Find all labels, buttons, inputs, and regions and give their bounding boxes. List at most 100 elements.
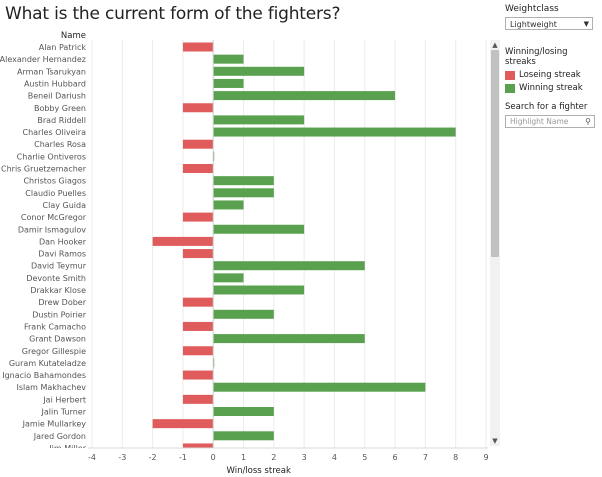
fighter-name-label[interactable]: Bobby Green [34, 104, 86, 113]
x-tick-label: -3 [118, 453, 126, 462]
streak-bar[interactable] [213, 200, 244, 210]
chart-scrollbar[interactable]: ▲ ▼ [490, 40, 500, 446]
x-tick-label: 5 [362, 453, 367, 462]
streak-bar[interactable] [182, 443, 214, 452]
weightclass-dropdown[interactable]: Lightweight ▼ [505, 17, 593, 30]
search-icon[interactable]: ⚲ [585, 117, 591, 126]
fighter-name-label[interactable]: Ignacio Bahamondes [2, 371, 86, 380]
x-tick-label: 4 [332, 453, 337, 462]
streak-bar[interactable] [182, 42, 214, 52]
fighter-name-label[interactable]: Guram Kutateladze [9, 359, 86, 368]
streak-bar[interactable] [213, 309, 274, 319]
streak-bar[interactable] [152, 236, 214, 246]
fighter-name-label[interactable]: David Teymur [31, 262, 87, 271]
streak-bar[interactable] [213, 431, 274, 441]
x-tick-label: 3 [302, 453, 307, 462]
fighter-name-label[interactable]: Jim Miller [48, 444, 86, 453]
fighter-name-label[interactable]: Clay Guida [43, 201, 87, 210]
fighter-search-input[interactable]: Highlight Name ⚲ [505, 115, 595, 128]
fighter-name-label[interactable]: Islam Makhachev [16, 383, 86, 392]
fighter-name-label[interactable]: Chris Gruetzemacher [1, 165, 87, 174]
weightclass-label: Weightclass [505, 4, 559, 14]
streak-bar[interactable] [152, 419, 214, 429]
fighter-name-label[interactable]: Claudio Puelles [25, 189, 86, 198]
search-label: Search for a fighter [505, 102, 588, 112]
fighter-name-label[interactable]: Alexander Hernandez [0, 55, 86, 64]
scroll-up-icon[interactable]: ▲ [492, 41, 498, 49]
legend-title: Winning/losing streaks [505, 47, 568, 67]
bar-chart: Name Alan Patrick Alexander Hernandez Arman… [0, 28, 490, 477]
streak-bar[interactable] [182, 249, 214, 259]
fighter-name-label[interactable]: Austin Hubbard [24, 79, 86, 88]
x-tick-label: 0 [211, 453, 216, 462]
winning-swatch [505, 83, 515, 93]
fighter-name-label[interactable]: Jalin Turner [41, 408, 87, 417]
legend-losing-label: Loseing streak [519, 70, 581, 80]
fighter-name-label[interactable]: Alan Patrick [39, 43, 87, 52]
filter-panel: Weightclass Lightweight ▼ Winning/losing… [505, 4, 601, 128]
fighter-name-label[interactable]: Drew Dober [38, 298, 86, 307]
fighter-name-label[interactable]: Grant Dawson [29, 335, 86, 344]
x-tick-label: 8 [453, 453, 458, 462]
fighter-name-label[interactable]: Gregor Gillespie [22, 347, 86, 356]
fighter-name-label[interactable]: Arman Tsarukyan [17, 67, 86, 76]
fighter-name-label[interactable]: Conor McGregor [21, 213, 87, 222]
x-tick-label: 1 [241, 453, 246, 462]
streak-bar[interactable] [182, 346, 214, 356]
streak-bar[interactable] [213, 54, 244, 64]
streak-bar[interactable] [213, 127, 456, 137]
streak-bar[interactable] [213, 261, 365, 271]
fighter-name-label[interactable]: Frank Camacho [24, 322, 86, 331]
streak-bar[interactable] [213, 224, 305, 234]
streak-bar[interactable] [182, 103, 214, 113]
fighter-name-label[interactable]: Charles Oliveira [22, 128, 86, 137]
x-tick-label: -4 [88, 453, 96, 462]
legend-item-winning[interactable]: Winning streak [505, 83, 601, 93]
streak-bar[interactable] [213, 91, 396, 101]
fighter-name-label[interactable]: Dustin Poirier [32, 310, 86, 319]
x-axis-title: Win/loss streak [226, 466, 290, 476]
search-placeholder: Highlight Name [510, 117, 569, 126]
streak-bar[interactable] [182, 370, 214, 380]
fighter-name-label[interactable]: Devonte Smith [26, 274, 86, 283]
streak-bar[interactable] [182, 394, 214, 404]
chart-title: What is the current form of the fighters… [5, 4, 341, 24]
streak-bar[interactable] [182, 297, 214, 307]
streak-bar[interactable] [182, 212, 214, 222]
streak-bar[interactable] [213, 188, 274, 198]
streak-bar[interactable] [213, 115, 305, 125]
streak-bar[interactable] [213, 334, 365, 344]
x-tick-label: 7 [423, 453, 428, 462]
streak-bar[interactable] [213, 285, 305, 295]
fighter-name-label[interactable]: Jared Gordon [33, 432, 86, 441]
fighter-name-label[interactable]: Christos Giagos [23, 177, 86, 186]
fighter-name-label[interactable]: Dan Hooker [39, 237, 87, 246]
scroll-thumb[interactable] [491, 50, 499, 257]
scroll-down-icon[interactable]: ▼ [492, 437, 498, 445]
fighter-name-label[interactable]: Beneil Dariush [28, 92, 86, 101]
fighter-name-label[interactable]: Drakkar Klose [30, 286, 86, 295]
fighter-name-label[interactable]: Jai Herbert [42, 395, 86, 404]
streak-bar[interactable] [213, 407, 274, 416]
weightclass-selected: Lightweight [510, 20, 557, 29]
x-tick-label: -2 [149, 453, 157, 462]
fighter-name-label[interactable]: Jamie Mullarkey [22, 420, 87, 429]
x-tick-label: 6 [393, 453, 398, 462]
fighter-name-label[interactable]: Davi Ramos [38, 250, 86, 259]
x-tick-label: 2 [271, 453, 276, 462]
dropdown-arrow-icon[interactable]: ▼ [583, 20, 589, 28]
streak-bar[interactable] [213, 273, 244, 283]
streak-bar[interactable] [213, 176, 274, 186]
streak-bar[interactable] [182, 139, 214, 149]
streak-bar[interactable] [213, 382, 426, 392]
streak-bar[interactable] [213, 66, 305, 76]
fighter-name-label[interactable]: Damir Ismagulov [18, 225, 86, 234]
legend-item-losing[interactable]: Loseing streak [505, 70, 601, 80]
fighter-name-label[interactable]: Charles Rosa [34, 140, 86, 149]
streak-bar[interactable] [182, 164, 214, 173]
streak-bar[interactable] [182, 321, 214, 331]
fighter-name-label[interactable]: Brad Riddell [37, 116, 86, 125]
losing-swatch [505, 70, 515, 80]
streak-bar[interactable] [213, 78, 244, 88]
fighter-name-label[interactable]: Charlie Ontiveros [17, 152, 86, 161]
